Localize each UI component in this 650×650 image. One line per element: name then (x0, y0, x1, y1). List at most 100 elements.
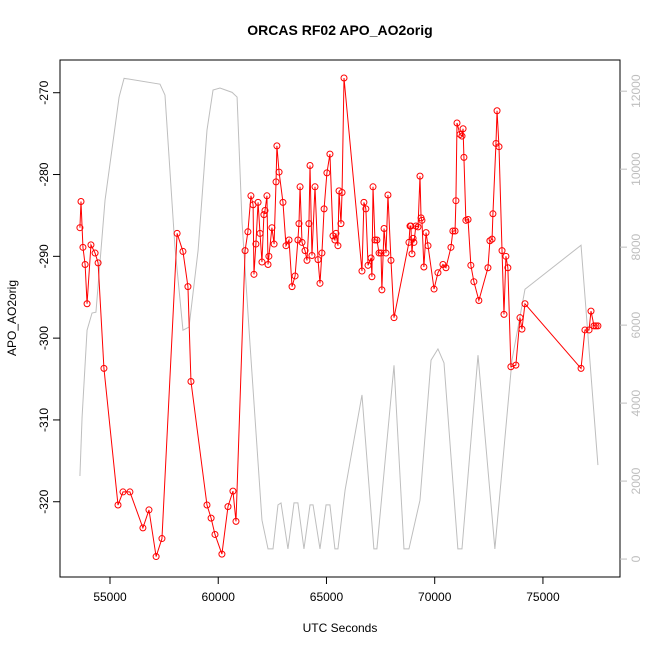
data-point (187, 377, 195, 385)
data-point (152, 553, 160, 561)
data-point (275, 168, 283, 176)
data-point (378, 286, 386, 294)
data-point (467, 261, 475, 269)
data-point (254, 198, 262, 206)
data-point (139, 524, 147, 532)
data-point (368, 273, 376, 281)
data-point (460, 153, 468, 161)
data-point (452, 197, 460, 205)
data-point (303, 256, 311, 264)
data-point (486, 237, 494, 245)
data-point (453, 119, 461, 127)
x-tick-label: 60000 (202, 590, 236, 604)
data-point (518, 325, 526, 333)
data-point (371, 236, 379, 244)
data-point (434, 269, 442, 277)
y-tick-label: -310 (37, 408, 51, 432)
x-tick-label: 55000 (93, 590, 127, 604)
data-point (316, 279, 324, 287)
data-point (232, 517, 240, 525)
data-point (375, 249, 383, 257)
data-point (577, 364, 585, 372)
data-point (416, 172, 424, 180)
data-point (229, 487, 237, 495)
data-point (449, 227, 457, 235)
data-point (337, 220, 345, 228)
data-point (218, 550, 226, 558)
data-point (489, 210, 497, 218)
y2-tick-label: 8000 (629, 233, 643, 260)
data-point (306, 162, 314, 170)
data-point (77, 198, 85, 206)
data-point (447, 243, 455, 251)
data-point (211, 530, 219, 538)
y2-tick-label: 0 (629, 555, 643, 562)
data-point (87, 241, 95, 249)
data-point (493, 107, 501, 115)
data-point (420, 263, 428, 271)
data-point (282, 242, 290, 250)
data-point (291, 272, 299, 280)
data-point (94, 259, 102, 267)
data-point (179, 247, 187, 255)
data-point (504, 264, 512, 272)
data-point (247, 192, 255, 200)
data-point (516, 314, 524, 322)
data-point (256, 229, 264, 237)
data-point (430, 285, 438, 293)
plot-frame (59, 59, 621, 578)
data-point (264, 261, 272, 269)
data-point (585, 326, 593, 334)
data-point (184, 283, 192, 291)
data-point (377, 249, 385, 257)
data-point (373, 236, 381, 244)
data-point (273, 142, 281, 150)
x-tick-label: 75000 (526, 590, 560, 604)
data-point (369, 183, 377, 191)
data-point (173, 229, 181, 237)
data-point (272, 178, 280, 186)
data-point (250, 270, 258, 278)
data-point (145, 506, 153, 514)
data-point (288, 283, 296, 291)
data-point (326, 150, 334, 158)
y-axis-label: APO_AO2orig (5, 280, 19, 356)
data-point (305, 220, 313, 228)
data-point (470, 278, 478, 286)
data-point (261, 207, 269, 215)
y-tick-label: -290 (37, 244, 51, 268)
data-point (314, 256, 322, 264)
data-point (301, 247, 309, 255)
data-point (590, 322, 598, 330)
data-point (459, 125, 467, 133)
data-point (521, 300, 529, 308)
data-point (464, 216, 472, 224)
data-point (390, 314, 398, 322)
data-point (81, 261, 89, 269)
data-point (495, 143, 503, 151)
data-point (408, 250, 416, 258)
data-point (594, 322, 602, 330)
data-point (265, 252, 273, 260)
data-point (587, 307, 595, 315)
y-tick-label: -280 (37, 162, 51, 186)
data-point (338, 189, 346, 197)
data-point (407, 222, 415, 230)
data-point (500, 310, 508, 318)
data-point (380, 225, 388, 233)
data-point (252, 240, 260, 248)
data-point (422, 229, 430, 237)
data-point (224, 503, 232, 511)
data-point (318, 249, 326, 257)
data-point (79, 243, 87, 251)
data-point (332, 229, 340, 237)
data-point (91, 249, 99, 257)
data-point (424, 242, 432, 250)
data-point (340, 74, 348, 82)
data-point (451, 227, 459, 235)
data-point (367, 254, 375, 262)
data-point (507, 363, 515, 371)
data-point (270, 240, 278, 248)
data-point (295, 220, 303, 228)
